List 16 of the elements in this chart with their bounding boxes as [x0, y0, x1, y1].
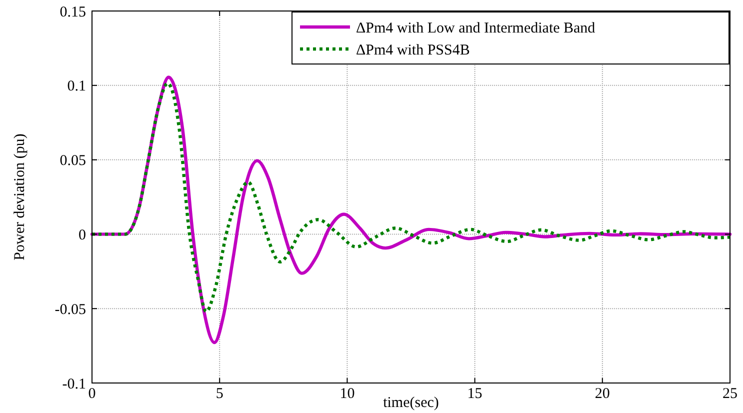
y-tick-label: 0.1 [67, 78, 86, 95]
x-tick-label: 15 [467, 386, 482, 402]
y-tick-label: -0.1 [62, 376, 86, 392]
y-axis-title: Power deviation (pu) [12, 134, 28, 260]
legend-label: ΔPm4 with PSS4B [356, 42, 470, 58]
x-tick-label: 0 [88, 386, 96, 402]
x-tick-label: 5 [216, 386, 224, 402]
y-tick-label: -0.05 [54, 302, 86, 318]
x-tick-label: 10 [340, 386, 355, 402]
x-tick-label: 20 [594, 386, 610, 402]
y-tick-label: 0.05 [60, 153, 86, 170]
y-tick-label: 0.15 [60, 4, 86, 20]
y-tick-label: 0 [78, 227, 86, 244]
x-tick-label: 25 [722, 386, 738, 402]
x-axis-title: time(sec) [383, 395, 439, 411]
legend-label: ΔPm4 with Low and Intermediate Band [356, 20, 596, 36]
